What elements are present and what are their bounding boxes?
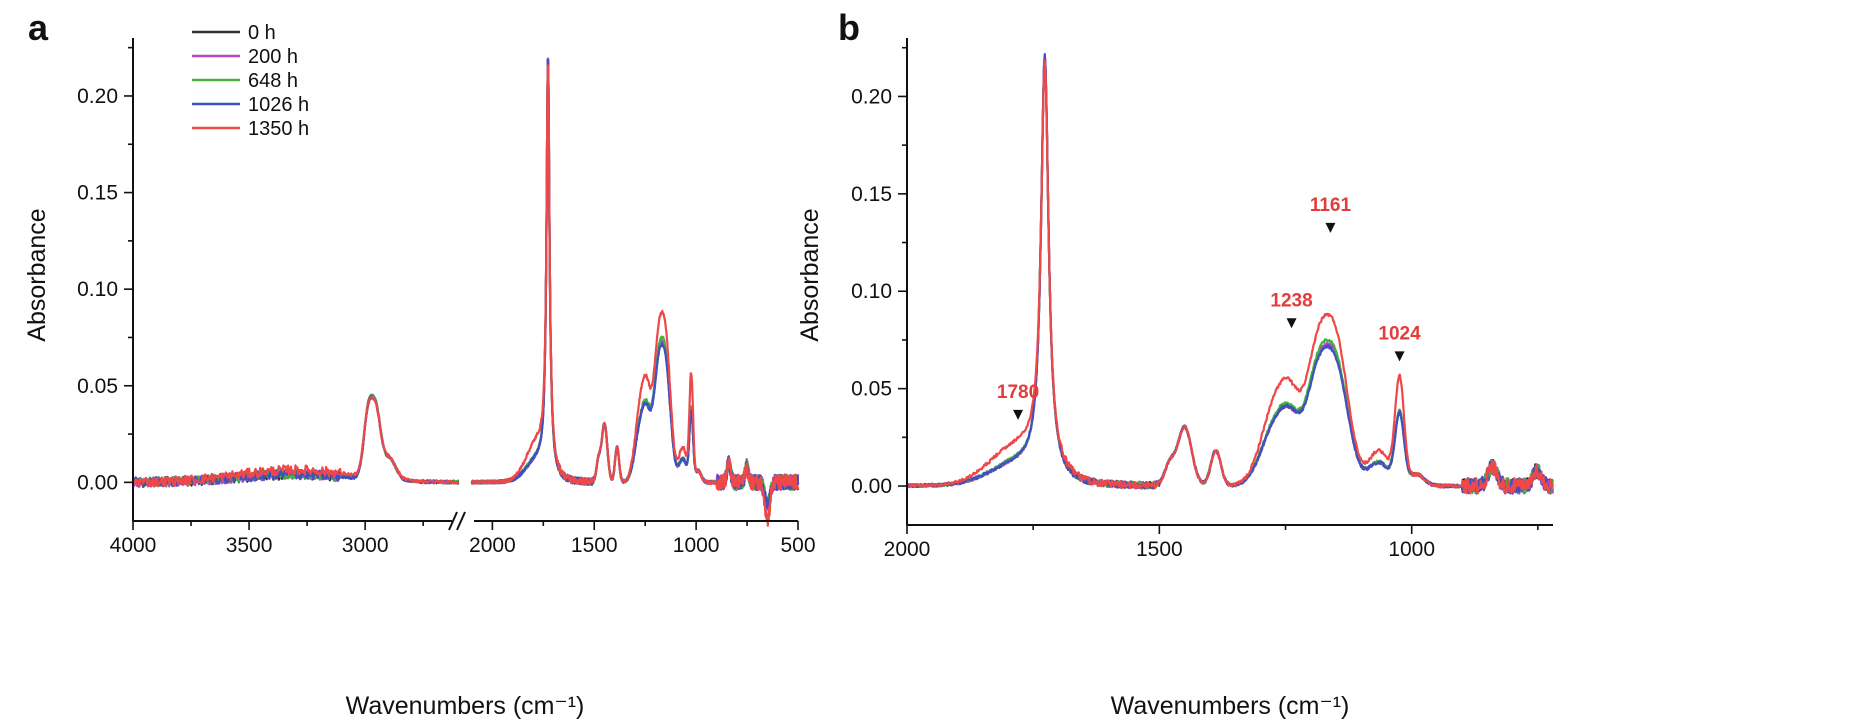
x-tick-label: 3500	[226, 534, 273, 557]
x-tick-label: 3000	[342, 534, 389, 557]
x-tick-label: 1000	[1388, 538, 1435, 561]
legend-label: 648 h	[248, 70, 298, 92]
panel-b-y-axis-title: Absorbance	[796, 208, 824, 341]
annotation-label: 1780	[997, 382, 1039, 403]
legend-item: 200 h	[192, 46, 298, 68]
series-1026-h-line	[905, 54, 1554, 495]
legend-label: 1350 h	[248, 118, 309, 140]
x-tick-label: 1500	[1136, 538, 1183, 561]
y-tick-label: 0.05	[851, 378, 892, 401]
y-tick-label: 0.20	[77, 85, 118, 108]
annotation-1161: 1161	[1310, 195, 1352, 233]
x-tick-label: 1000	[673, 534, 720, 557]
panel-a-letter: a	[28, 7, 49, 48]
annotation-1238: 1238	[1270, 290, 1313, 329]
series-0-h-line	[905, 54, 1554, 495]
annotation-label: 1238	[1270, 290, 1312, 311]
series-648-h-line	[905, 57, 1554, 495]
legend-item: 648 h	[192, 70, 298, 92]
x-tick-label: 1500	[571, 534, 618, 557]
axis-break-mark	[456, 511, 466, 531]
panel-a-axes: 0.00 0.05 0.10 0.15 0.20 4000 3500 3000 2000 1500…	[77, 38, 816, 557]
x-tick-label: 2000	[884, 538, 931, 561]
series-200-h-line	[905, 52, 1554, 495]
y-tick-label: 0.05	[77, 375, 118, 398]
panel-b-axes: 0.00 0.05 0.10 0.15 0.20 2000 1500 1000	[851, 38, 1553, 561]
panel-a-x-axis-title: Wavenumbers (cm⁻¹)	[346, 692, 585, 720]
legend-label: 200 h	[248, 46, 298, 68]
series-line-left	[131, 396, 460, 488]
y-tick-label: 0.15	[77, 182, 118, 205]
panel-a-series-group	[131, 57, 800, 527]
panel-a: a Absorbance Wavenumbers (cm⁻¹) 0.00 0.05…	[23, 7, 816, 720]
series-648-h	[131, 61, 800, 511]
series-0-h	[131, 57, 800, 510]
annotation-1780: 1780	[997, 382, 1039, 420]
annotation-label: 1161	[1310, 195, 1352, 216]
annotation-label: 1024	[1378, 323, 1421, 344]
panel-b-x-axis-title: Wavenumbers (cm⁻¹)	[1111, 692, 1350, 720]
annotation-arrow	[1394, 351, 1405, 362]
y-tick-label: 0.00	[851, 475, 892, 498]
series-200-h	[131, 57, 800, 510]
legend-item: 1350 h	[192, 118, 309, 140]
legend-label: 1026 h	[248, 94, 309, 116]
y-tick-label: 0.00	[77, 471, 118, 494]
legend-item: 0 h	[192, 22, 276, 44]
legend-label: 0 h	[248, 22, 276, 44]
panel-a-y-axis-title: Absorbance	[23, 208, 51, 341]
series-line-right	[470, 64, 800, 527]
panel-b-series-group	[905, 52, 1554, 495]
annotation-arrow	[1013, 409, 1024, 420]
panel-b-annotations: 1780 1238 1161 1024	[997, 195, 1421, 420]
series-1350-h-line	[905, 59, 1554, 495]
axis-break-mark	[448, 511, 458, 531]
annotation-arrow	[1286, 318, 1297, 329]
y-tick-label: 0.10	[851, 280, 892, 303]
legend-item: 1026 h	[192, 94, 309, 116]
panel-b-letter: b	[838, 7, 860, 48]
annotation-1024: 1024	[1378, 323, 1421, 362]
panel-b: b Absorbance Wavenumbers (cm⁻¹) 0.00 0.05…	[796, 7, 1554, 720]
y-tick-label: 0.15	[851, 183, 892, 206]
series-1350-h	[131, 64, 800, 527]
y-tick-label: 0.10	[77, 278, 118, 301]
x-tick-label: 2000	[469, 534, 516, 557]
x-tick-label: 4000	[110, 534, 157, 557]
x-tick-label: 500	[780, 534, 815, 557]
y-tick-label: 0.20	[851, 85, 892, 108]
annotation-arrow	[1325, 222, 1336, 233]
